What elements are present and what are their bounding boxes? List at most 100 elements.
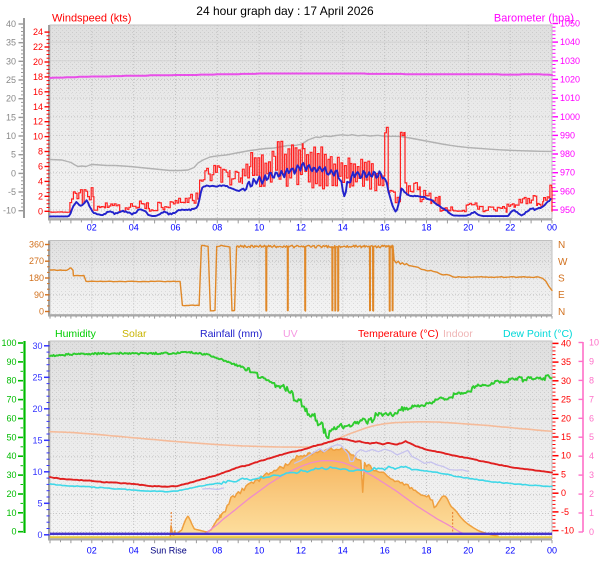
svg-text:18: 18 bbox=[421, 546, 431, 556]
svg-text:90: 90 bbox=[6, 357, 16, 367]
svg-text:980: 980 bbox=[560, 149, 575, 159]
svg-text:UV: UV bbox=[283, 328, 298, 340]
svg-text:18: 18 bbox=[33, 72, 43, 82]
svg-text:40: 40 bbox=[6, 451, 16, 461]
svg-text:04: 04 bbox=[129, 546, 139, 556]
svg-text:1030: 1030 bbox=[560, 56, 580, 66]
svg-text:25: 25 bbox=[6, 75, 16, 85]
svg-text:15: 15 bbox=[561, 432, 571, 442]
svg-text:00: 00 bbox=[547, 223, 557, 233]
svg-text:Humidity: Humidity bbox=[55, 328, 97, 340]
svg-text:1010: 1010 bbox=[560, 93, 580, 103]
svg-text:15: 15 bbox=[32, 435, 42, 445]
svg-text:E: E bbox=[558, 290, 565, 301]
svg-text:30: 30 bbox=[561, 376, 571, 386]
svg-text:20: 20 bbox=[463, 546, 473, 556]
svg-text:270: 270 bbox=[29, 256, 44, 266]
svg-text:-10: -10 bbox=[561, 526, 574, 536]
svg-text:12: 12 bbox=[296, 546, 306, 556]
svg-text:20: 20 bbox=[6, 94, 16, 104]
svg-text:25: 25 bbox=[32, 372, 42, 382]
svg-text:20: 20 bbox=[6, 489, 16, 499]
svg-text:20: 20 bbox=[463, 223, 473, 233]
svg-text:24: 24 bbox=[33, 27, 43, 37]
svg-text:8: 8 bbox=[589, 375, 594, 385]
svg-text:0: 0 bbox=[39, 307, 44, 317]
svg-text:180: 180 bbox=[29, 273, 44, 283]
svg-text:7: 7 bbox=[589, 394, 594, 404]
svg-text:2: 2 bbox=[589, 489, 594, 499]
svg-text:14: 14 bbox=[33, 102, 43, 112]
svg-text:100: 100 bbox=[1, 338, 16, 348]
svg-text:0: 0 bbox=[11, 168, 16, 178]
svg-text:-10: -10 bbox=[3, 206, 16, 216]
svg-text:10: 10 bbox=[589, 338, 599, 348]
svg-text:Solar: Solar bbox=[122, 328, 147, 340]
svg-text:20: 20 bbox=[33, 57, 43, 67]
svg-text:1020: 1020 bbox=[560, 74, 580, 84]
svg-text:20: 20 bbox=[32, 404, 42, 414]
svg-text:6: 6 bbox=[38, 162, 43, 172]
svg-text:5: 5 bbox=[11, 150, 16, 160]
svg-text:60: 60 bbox=[6, 414, 16, 424]
svg-text:Rainfall (mm): Rainfall (mm) bbox=[200, 328, 262, 340]
svg-text:1000: 1000 bbox=[560, 112, 580, 122]
svg-text:4: 4 bbox=[589, 451, 594, 461]
svg-text:4: 4 bbox=[38, 176, 43, 186]
svg-text:22: 22 bbox=[505, 223, 515, 233]
svg-text:16: 16 bbox=[33, 87, 43, 97]
svg-text:10: 10 bbox=[32, 467, 42, 477]
svg-text:06: 06 bbox=[170, 223, 180, 233]
svg-text:14: 14 bbox=[338, 223, 348, 233]
svg-text:0: 0 bbox=[38, 206, 43, 216]
svg-text:10: 10 bbox=[6, 131, 16, 141]
svg-text:970: 970 bbox=[560, 168, 575, 178]
svg-text:04: 04 bbox=[129, 223, 139, 233]
svg-text:22: 22 bbox=[33, 42, 43, 52]
svg-text:3: 3 bbox=[589, 470, 594, 480]
svg-text:5: 5 bbox=[37, 498, 42, 508]
svg-text:20: 20 bbox=[561, 413, 571, 423]
svg-text:10: 10 bbox=[33, 132, 43, 142]
svg-text:W: W bbox=[558, 257, 568, 268]
svg-text:Barometer (hpa): Barometer (hpa) bbox=[494, 13, 574, 25]
svg-text:0: 0 bbox=[589, 527, 594, 537]
svg-text:990: 990 bbox=[560, 130, 575, 140]
svg-text:70: 70 bbox=[6, 395, 16, 405]
svg-text:9: 9 bbox=[589, 356, 594, 366]
svg-text:10: 10 bbox=[254, 223, 264, 233]
svg-text:08: 08 bbox=[212, 546, 222, 556]
svg-text:40: 40 bbox=[561, 338, 571, 348]
svg-text:960: 960 bbox=[560, 186, 575, 196]
svg-text:0: 0 bbox=[37, 530, 42, 540]
svg-text:5: 5 bbox=[589, 432, 594, 442]
svg-text:Dew Point (°C): Dew Point (°C) bbox=[503, 328, 573, 340]
svg-text:14: 14 bbox=[338, 546, 348, 556]
svg-text:24 hour graph day : 17 April 2: 24 hour graph day : 17 April 2026 bbox=[196, 4, 374, 18]
svg-text:80: 80 bbox=[6, 376, 16, 386]
svg-text:10: 10 bbox=[254, 546, 264, 556]
svg-text:30: 30 bbox=[6, 56, 16, 66]
svg-text:10: 10 bbox=[6, 508, 16, 518]
svg-text:10: 10 bbox=[561, 451, 571, 461]
svg-text:00: 00 bbox=[547, 546, 557, 556]
svg-text:0: 0 bbox=[561, 488, 566, 498]
svg-text:1050: 1050 bbox=[560, 19, 580, 29]
svg-text:15: 15 bbox=[6, 112, 16, 122]
svg-text:0: 0 bbox=[11, 527, 16, 537]
svg-text:18: 18 bbox=[421, 223, 431, 233]
svg-text:35: 35 bbox=[6, 38, 16, 48]
svg-text:6: 6 bbox=[589, 413, 594, 423]
svg-text:Windspeed (kts): Windspeed (kts) bbox=[52, 13, 131, 25]
svg-text:30: 30 bbox=[6, 470, 16, 480]
svg-text:2: 2 bbox=[38, 191, 43, 201]
svg-text:30: 30 bbox=[32, 341, 42, 351]
svg-text:Sun Rise: Sun Rise bbox=[150, 546, 187, 556]
svg-text:-5: -5 bbox=[8, 187, 16, 197]
svg-text:16: 16 bbox=[380, 546, 390, 556]
svg-text:25: 25 bbox=[561, 395, 571, 405]
svg-text:12: 12 bbox=[296, 223, 306, 233]
svg-text:90: 90 bbox=[34, 290, 44, 300]
svg-text:Temperature (°C): Temperature (°C) bbox=[358, 328, 439, 340]
svg-text:8: 8 bbox=[38, 147, 43, 157]
